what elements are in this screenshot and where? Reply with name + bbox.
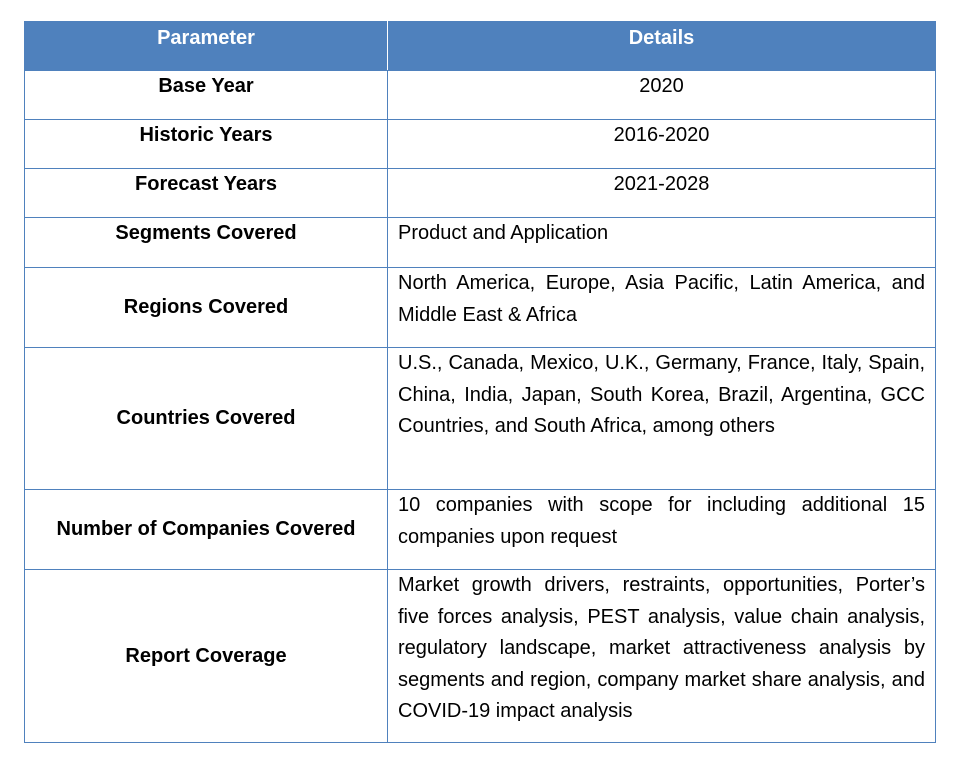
parameter-cell: Segments Covered (24, 217, 388, 268)
details-cell: 2021-2028 (387, 168, 936, 218)
details-cell: North America, Europe, Asia Pacific, Lat… (387, 267, 936, 348)
parameter-cell: Base Year (24, 70, 388, 120)
details-cell: Product and Application (387, 217, 936, 268)
table-row-regions-covered: Regions Covered North America, Europe, A… (24, 267, 936, 348)
table-row-forecast-years: Forecast Years 2021-2028 (24, 168, 936, 218)
parameter-cell: Regions Covered (24, 267, 388, 348)
parameter-cell: Countries Covered (24, 347, 388, 490)
table-row-segments-covered: Segments Covered Product and Application (24, 217, 936, 268)
column-header-details: Details (387, 21, 936, 71)
report-scope-table: Parameter Details Base Year 2020 Histori… (24, 21, 936, 743)
parameter-cell: Report Coverage (24, 569, 388, 743)
table-header-row: Parameter Details (24, 21, 936, 71)
details-cell: 2020 (387, 70, 936, 120)
table-row-number-of-companies: Number of Companies Covered 10 companies… (24, 489, 936, 570)
table-row-countries-covered: Countries Covered U.S., Canada, Mexico, … (24, 347, 936, 490)
table-row-base-year: Base Year 2020 (24, 70, 936, 120)
details-cell: 10 companies with scope for including ad… (387, 489, 936, 570)
details-cell: 2016-2020 (387, 119, 936, 169)
table-row-report-coverage: Report Coverage Market growth drivers, r… (24, 569, 936, 743)
details-cell: Market growth drivers, restraints, oppor… (387, 569, 936, 743)
column-header-parameter: Parameter (24, 21, 388, 71)
details-cell: U.S., Canada, Mexico, U.K., Germany, Fra… (387, 347, 936, 490)
parameter-cell: Historic Years (24, 119, 388, 169)
table-row-historic-years: Historic Years 2016-2020 (24, 119, 936, 169)
parameter-cell: Number of Companies Covered (24, 489, 388, 570)
parameter-cell: Forecast Years (24, 168, 388, 218)
